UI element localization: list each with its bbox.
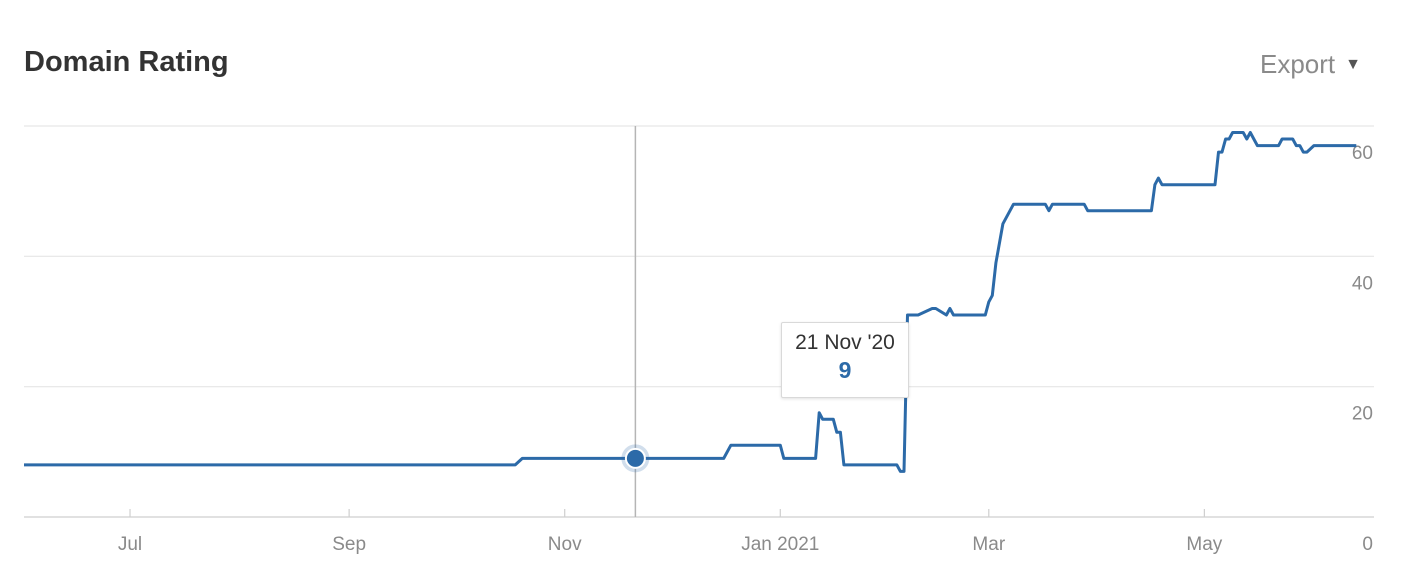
export-button[interactable]: Export ▼ [1260,49,1361,80]
x-tick-label: Mar [972,534,1005,555]
y-tick-label: 0 [1362,534,1373,555]
x-tick-label: Jan 2021 [741,534,819,555]
highlight-point[interactable] [624,447,646,469]
y-tick-label: 60 [1352,143,1373,164]
x-tick-label: Nov [548,534,582,555]
chart-title: Domain Rating [24,46,229,78]
caret-down-icon: ▼ [1345,55,1361,73]
x-tick-label: Sep [332,534,366,555]
tooltip-date: 21 Nov '20 [795,331,895,354]
x-tick-label: May [1186,534,1222,555]
y-tick-label: 20 [1352,404,1373,425]
tooltip-value: 9 [838,357,852,383]
export-label: Export [1260,49,1336,79]
y-tick-label: 40 [1352,273,1373,294]
series-line-domain-rating [24,131,1357,473]
tooltip: 21 Nov '20 9 [781,322,909,398]
x-tick-label: Jul [118,534,142,555]
